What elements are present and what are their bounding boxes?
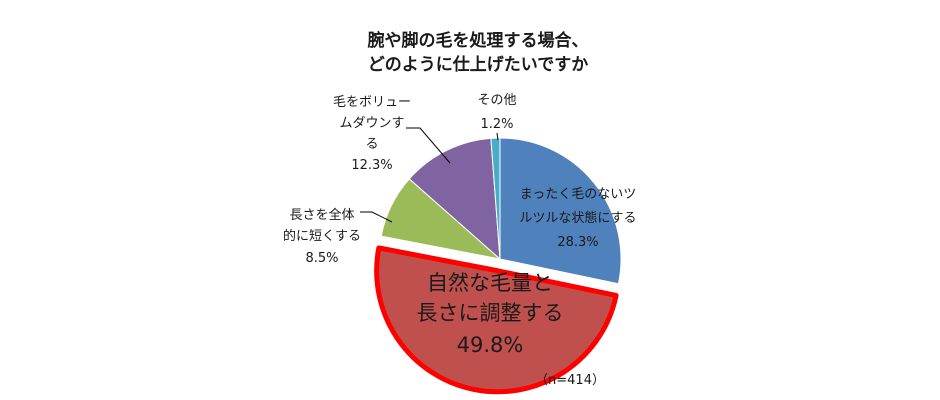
slice-value-shorten: 8.5% bbox=[305, 251, 338, 266]
sample-size-note: （n=414） bbox=[535, 373, 605, 388]
leader-line-other bbox=[496, 132, 499, 141]
slice-value-volume: 12.3% bbox=[351, 158, 392, 173]
slice-label-natural-line-2: 長さに調整する bbox=[417, 301, 564, 325]
pie-slices bbox=[374, 137, 622, 395]
slice-value-natural: 49.8% bbox=[457, 333, 524, 357]
chart-title-line-1: 腕や脚の毛を処理する場合、 bbox=[368, 30, 589, 51]
pie-slice-volume bbox=[408, 137, 501, 261]
chart-title-line-2: どのように仕上げたいですか bbox=[368, 54, 589, 75]
slice-label-volume-line-2: ムダウンす bbox=[339, 116, 404, 131]
slice-label-volume-line-1: 毛をボリュー bbox=[333, 95, 411, 110]
slice-label-smooth-line-2: ルツルな状態にする bbox=[519, 210, 636, 226]
pie-slice-other bbox=[490, 137, 501, 260]
slice-label-shorten-line-2: 的に短くする bbox=[283, 228, 361, 244]
highlight-outline bbox=[374, 245, 619, 395]
slice-value-smooth: 28.3% bbox=[557, 235, 598, 250]
leader-lines bbox=[360, 127, 499, 223]
slice-label-volume-line-3: る bbox=[365, 137, 378, 152]
leader-line-shorten bbox=[360, 211, 393, 223]
slice-label-other: その他 bbox=[477, 93, 516, 108]
leader-line-volume bbox=[406, 127, 451, 164]
slice-label-shorten-line-1: 長さを全体 bbox=[289, 207, 354, 223]
slice-value-other: 1.2% bbox=[480, 117, 513, 132]
pie-slice-smooth bbox=[499, 137, 622, 285]
slice-label-smooth-line-1: まったく毛のないツ bbox=[520, 187, 636, 202]
slice-label-natural-line-1: 自然な毛量と bbox=[427, 271, 553, 295]
